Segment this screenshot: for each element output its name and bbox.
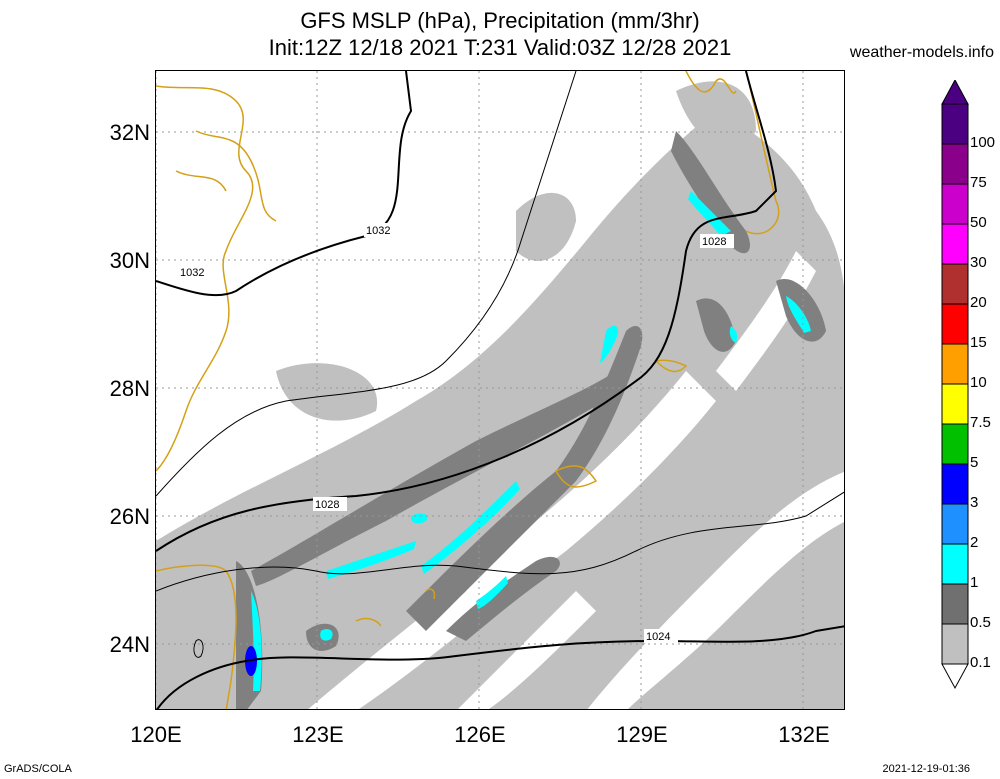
map-canvas: 1032 1032 1028 1028 1024 xyxy=(156,71,844,709)
colorbar-swatch xyxy=(941,263,969,305)
lat-label-26n: 26N xyxy=(109,504,150,529)
precip-light-areas xyxy=(156,81,844,709)
title-line-2: Init:12Z 12/18 2021 T:231 Valid:03Z 12/2… xyxy=(268,35,732,60)
colorbar-bottom-arrow xyxy=(941,663,969,690)
footer-software: GrADS/COLA xyxy=(4,763,72,775)
colorbar-swatches xyxy=(941,80,969,690)
colorbar-level-label: 20 xyxy=(970,294,987,311)
lon-label-126e: 126E xyxy=(454,722,506,747)
site-credit: weather-models.info xyxy=(849,44,994,61)
colorbar-level-label: 0.5 xyxy=(970,614,991,631)
colorbar-swatch xyxy=(941,143,969,185)
colorbar-swatch xyxy=(941,543,969,585)
colorbar-level-label: 7.5 xyxy=(970,414,991,431)
lat-label-30n: 30N xyxy=(109,248,150,273)
precip-heavy-cores xyxy=(251,191,811,691)
map-panel: 1032 1032 1028 1028 1024 xyxy=(155,70,845,710)
colorbar-level-label: 1 xyxy=(970,574,979,591)
precip-gaps xyxy=(308,251,844,709)
lat-label-24n: 24N xyxy=(109,632,150,657)
isobar-label-1024: 1024 xyxy=(646,631,670,643)
colorbar-swatch xyxy=(941,223,969,265)
colorbar-level-label: 10 xyxy=(970,374,987,391)
colorbar-level-label: 75 xyxy=(970,174,987,191)
title-line-1: GFS MSLP (hPa), Precipitation (mm/3hr) xyxy=(300,8,700,33)
colorbar-level-label: 100 xyxy=(970,134,996,151)
footer-timestamp: 2021-12-19-01:36 xyxy=(882,763,970,775)
lon-label-120e: 120E xyxy=(130,722,182,747)
colorbar-level-label: 50 xyxy=(970,214,987,231)
colorbar-top-arrow xyxy=(941,80,969,105)
colorbar-swatch xyxy=(941,343,969,385)
colorbar-swatch xyxy=(941,423,969,465)
isobar-label-1032-a: 1032 xyxy=(366,225,390,237)
isobar-label-1028-a: 1028 xyxy=(315,499,339,511)
lat-label-28n: 28N xyxy=(109,376,150,401)
colorbar-swatch xyxy=(941,503,969,545)
colorbar-swatch xyxy=(941,103,969,145)
colorbar-level-label: 15 xyxy=(970,334,987,351)
isobar-label-1028-b: 1028 xyxy=(702,236,726,248)
colorbar-swatch xyxy=(941,383,969,425)
colorbar-level-label: 0.1 xyxy=(970,654,991,671)
lon-label-132e: 132E xyxy=(778,722,830,747)
colorbar-swatch xyxy=(941,623,969,665)
coastlines xyxy=(156,71,780,709)
graticule xyxy=(156,71,844,709)
isobar-label-1032-b: 1032 xyxy=(180,267,204,279)
lat-label-32n: 32N xyxy=(109,120,150,145)
colorbar xyxy=(941,80,969,690)
colorbar-level-label: 3 xyxy=(970,494,979,511)
isobar-labels: 1032 1032 1028 1028 1024 xyxy=(178,223,734,643)
lon-label-129e: 129E xyxy=(616,722,668,747)
precip-mid-bands xyxy=(236,131,826,709)
colorbar-level-label: 5 xyxy=(970,454,979,471)
colorbar-swatch xyxy=(941,183,969,225)
colorbar-level-label: 2 xyxy=(970,534,979,551)
lon-label-123e: 123E xyxy=(292,722,344,747)
colorbar-level-label: 30 xyxy=(970,254,987,271)
colorbar-swatch xyxy=(941,463,969,505)
colorbar-swatch xyxy=(941,303,969,345)
colorbar-swatch xyxy=(941,583,969,625)
